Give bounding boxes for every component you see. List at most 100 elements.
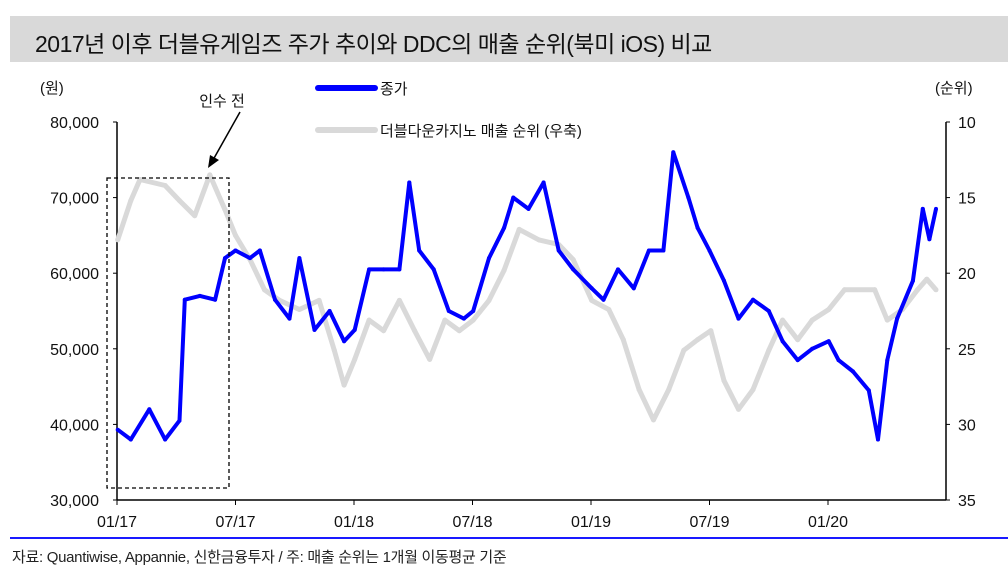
price-point: [471, 309, 476, 313]
price-point: [646, 248, 651, 253]
price-point: [751, 297, 755, 302]
price-point: [248, 256, 252, 261]
price-point: [487, 256, 491, 261]
x-tick-label: 01/20: [808, 514, 848, 531]
rank-point: [341, 382, 347, 388]
rank-point: [872, 287, 878, 293]
x-tick-label: 07/18: [452, 514, 492, 531]
chart-title: 2017년 이후 더블유게임즈 주가 추이와 DDC의 매출 순위(북미 iOS…: [35, 31, 712, 57]
pre-acquisition-box: [106, 177, 230, 489]
rank-point: [620, 337, 626, 343]
rank-point: [381, 328, 387, 334]
rank-point: [884, 317, 890, 323]
rank-point: [222, 207, 228, 213]
price-point: [407, 180, 412, 185]
right-tick-label: 25: [958, 342, 976, 359]
axes: 30,000 40,000 50,000 60,000 70,000 80,000 10 15…: [50, 115, 976, 531]
left-axis-unit: (원): [40, 80, 64, 97]
x-tick-label: 07/19: [689, 514, 729, 531]
x-tick-label: 01/18: [334, 514, 374, 531]
rank-point: [262, 287, 267, 293]
rank-point: [207, 172, 213, 178]
rank-point: [780, 317, 786, 323]
price-point: [927, 237, 932, 242]
rank-point: [352, 356, 358, 362]
rank-point: [115, 237, 121, 243]
price-point: [631, 286, 636, 291]
footer-divider: [10, 537, 1008, 539]
price-point: [257, 248, 262, 253]
price-point: [722, 278, 726, 283]
price-point: [128, 437, 133, 442]
rank-point: [128, 198, 134, 204]
series-line-price: [116, 150, 938, 442]
price-point: [766, 309, 771, 313]
price-point: [736, 316, 741, 321]
right-tick-label: 35: [958, 493, 976, 510]
price-point: [616, 267, 620, 272]
price-point: [556, 248, 561, 253]
price-point: [381, 267, 386, 272]
rank-point: [456, 328, 462, 334]
price-point: [502, 225, 507, 230]
annotation-arrow: [212, 111, 241, 161]
rank-point: [192, 213, 198, 219]
price-point: [661, 248, 666, 253]
price-point: [273, 297, 277, 302]
title-bar: 2017년 이후 더블유게임즈 주가 추이와 DDC의 매출 순위(북미 iOS…: [10, 16, 1008, 62]
x-tick-label: 01/19: [571, 514, 611, 531]
price-point: [876, 437, 880, 442]
series-line-rank: [115, 172, 938, 423]
price-point: [541, 180, 546, 185]
price-point: [223, 256, 227, 261]
price-point: [866, 388, 871, 393]
price-point: [417, 248, 422, 253]
price-point: [920, 206, 925, 211]
source-note: 자료: Quantiwise, Appannie, 신한금융투자 / 주: 매출…: [12, 549, 507, 566]
series-marks: [115, 150, 939, 442]
annotation-arrow-head: [208, 155, 219, 168]
rank-point: [501, 267, 507, 273]
rank-point: [766, 347, 772, 353]
price-point: [287, 316, 292, 321]
price-point: [695, 225, 700, 230]
rank-point: [162, 183, 168, 188]
rank-point: [651, 417, 656, 423]
price-point: [115, 427, 120, 432]
x-tick-label: 01/17: [97, 514, 137, 531]
price-point: [851, 369, 855, 374]
price-point: [885, 358, 890, 363]
price-point: [707, 248, 712, 253]
rank-point: [316, 297, 322, 303]
rank-point: [809, 317, 815, 323]
right-axis-unit: (순위): [935, 80, 973, 97]
rank-point: [750, 387, 756, 393]
legend-label-rank: 더블다운카지노 매출 순위 (우축): [380, 123, 582, 140]
price-point: [213, 297, 218, 302]
price-point: [810, 346, 815, 351]
price-point: [397, 267, 402, 272]
rank-point: [842, 287, 847, 293]
price-point: [589, 286, 594, 291]
price-point: [446, 309, 451, 313]
price-point: [895, 316, 900, 321]
rank-point: [296, 307, 302, 312]
price-point: [934, 206, 938, 211]
price-point: [177, 418, 182, 423]
rank-point: [516, 226, 522, 232]
price-point: [910, 278, 915, 283]
rank-point: [933, 287, 939, 293]
price-point: [795, 358, 800, 363]
left-tick-label: 50,000: [50, 342, 99, 359]
rank-point: [606, 307, 612, 312]
price-point: [147, 407, 152, 412]
rank-point: [331, 347, 337, 353]
price-point: [671, 150, 676, 155]
price-point: [352, 327, 357, 332]
price-point: [431, 267, 436, 272]
rank-point: [470, 317, 476, 323]
price-point: [342, 339, 347, 344]
price-point: [780, 339, 785, 344]
rank-point: [486, 297, 492, 303]
